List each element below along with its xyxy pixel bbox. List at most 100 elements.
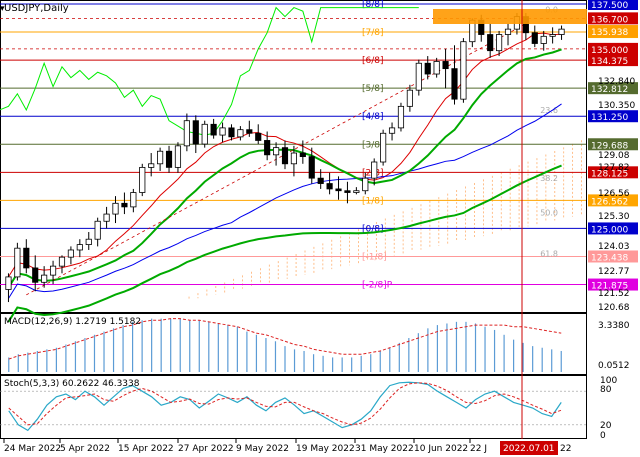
candle-body [433,61,440,75]
stoch-axis-label: 20 [600,421,612,431]
candle-body [5,276,12,290]
murrey-label: [1/8] [362,196,384,206]
time-label: 5 Apr 2022 [60,444,110,454]
candle-body [255,132,262,141]
candle-body [85,238,92,245]
candle-body [112,202,119,215]
chikou-line [0,6,419,136]
price-tag-text: 121.875 [591,282,628,292]
candle-body [504,28,512,35]
price-tag-text: 132.812 [591,85,628,95]
price-tag [588,194,638,207]
candle-body [192,120,199,145]
time-label: 31 May 2022 [355,444,414,454]
slow-moving-average-line [7,164,562,323]
price-tag-text: 137.500 [591,1,628,11]
murrey-label: [7/8] [362,28,384,38]
price-tag [588,82,638,95]
price-zone-box [433,9,587,24]
price-tag [588,250,638,263]
current-price-tag [588,25,638,38]
candle-body [148,163,155,168]
price-tag [588,138,638,151]
murrey-label: [-1/8] [362,252,387,262]
candles [5,12,565,303]
candle-body [424,62,431,75]
candle-body [380,132,387,163]
time-label: 27 Apr 2022 [178,444,234,454]
stoch-axis-label: 100 [600,376,617,386]
candle-body [228,127,235,138]
price-tag-text: 134.375 [591,57,628,67]
candle-body [23,247,30,269]
price-axis-label: 120.68 [598,303,630,313]
time-highlight-box [500,441,558,455]
candle-body [415,62,422,91]
candle-body [130,192,137,208]
candle-body [32,267,39,283]
candle-body [49,265,57,276]
candle-body [174,145,182,168]
candle-body [219,127,226,136]
price-tag [588,166,638,179]
price-tag [588,222,638,235]
price-tag-text: 135.000 [591,46,628,56]
price-tag [588,110,638,123]
candle-body [67,249,74,258]
price-tag [588,42,638,55]
macd-signal-line [8,318,562,360]
fib-label: 23.6 [540,106,558,115]
stoch-panel-frame [0,375,587,439]
candle-body [14,247,21,278]
fib-label: 38.2 [540,174,558,183]
price-tag-text: 131.250 [591,113,628,123]
stoch-axis-label: 80 [600,385,612,395]
candle-body [76,244,83,251]
candle-body [317,177,324,184]
candle-body [397,105,405,129]
candle-body [460,41,467,100]
time-highlight-label: 2022.07.01 00:00 [503,444,584,454]
macd-histogram: 3.3380 0.0512 [8,314,640,374]
time-label: 24 Mar 2022 [4,444,61,454]
ichimoku-cloud [188,140,582,301]
candle-body [540,35,547,44]
stoch-axis-label: 0 [600,431,606,441]
candle-body [451,68,458,100]
main-chart-title: USDJPY,Daily [4,3,69,14]
candle-body [487,34,494,52]
candle-body [308,156,315,179]
candle-body [264,140,271,156]
price-tag-text: 123.438 [591,253,628,263]
macd-panel-frame [0,313,587,375]
time-label: 15 Apr 2022 [118,444,174,454]
price-axis-label: 126.56 [598,189,630,199]
fib-label: 50.0 [540,208,558,217]
fib-label: 61.8 [540,250,558,259]
macd-title: MACD(12,26,9) 1.2719 1.5182 [4,317,141,327]
candle-body [353,190,360,193]
price-tag [588,0,638,10]
current-price-text: 135.938 [591,28,628,38]
stoch-axis-background [587,376,640,438]
price-tag [588,12,638,25]
murrey-label: [4/8] [362,112,384,122]
stoch-title: Stoch(5,3,3) 60.2622 46.3338 [4,379,140,389]
candle-body [549,34,556,37]
kijun-line [8,103,562,299]
candle-body [362,177,369,192]
candle-body [41,274,48,283]
price-tag [588,54,638,67]
stoch-main-line [8,381,562,432]
candle-body [558,28,565,35]
time-label: 10 Jun 2022 [414,444,468,454]
candle-body [237,129,244,138]
collapse-arrow-icon[interactable]: ▾ [0,4,5,14]
price-tag-text: 129.688 [591,141,628,151]
candle-body [157,150,164,165]
candle-body [496,34,503,52]
